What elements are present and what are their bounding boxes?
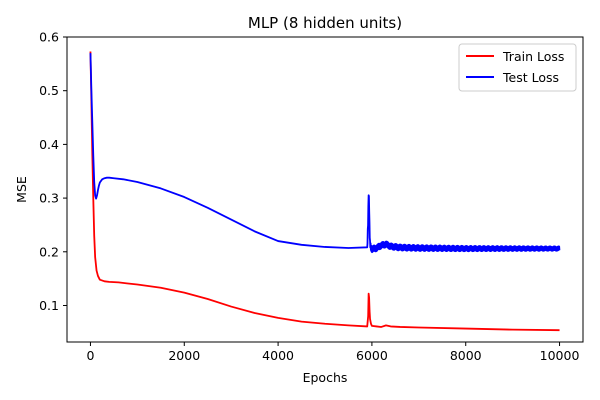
x-tick-label: 8000 (450, 348, 482, 363)
y-tick-label: 0.1 (39, 298, 59, 313)
y-tick-label: 0.4 (39, 137, 59, 152)
y-axis: 0.1 0.2 0.3 0.4 0.5 0.6 (39, 30, 67, 313)
legend-label-train-loss: Train Loss (502, 49, 564, 64)
plot-frame (66, 36, 584, 343)
y-tick-label: 0.2 (39, 244, 59, 259)
y-axis-label: MSE (14, 176, 29, 203)
y-tick-label: 0.3 (39, 191, 59, 206)
x-axis-label: Epochs (303, 370, 348, 385)
legend-label-test-loss: Test Loss (502, 70, 559, 85)
x-tick-label: 10000 (540, 348, 580, 363)
series-line-train-loss (89, 51, 560, 332)
x-tick-label: 6000 (356, 348, 388, 363)
y-tick-label: 0.5 (39, 83, 59, 98)
series-line-test-loss (89, 53, 561, 254)
x-tick-label: 4000 (262, 348, 294, 363)
x-tick-label: 2000 (168, 348, 200, 363)
y-tick-label: 0.6 (39, 30, 59, 45)
chart-title: MLP (8 hidden units) (248, 14, 402, 32)
x-tick-label: 0 (86, 348, 94, 363)
legend: Train Loss Test Loss (458, 43, 577, 92)
x-axis: 0 2000 4000 6000 8000 10000 (86, 342, 579, 363)
plot-area (89, 51, 561, 332)
